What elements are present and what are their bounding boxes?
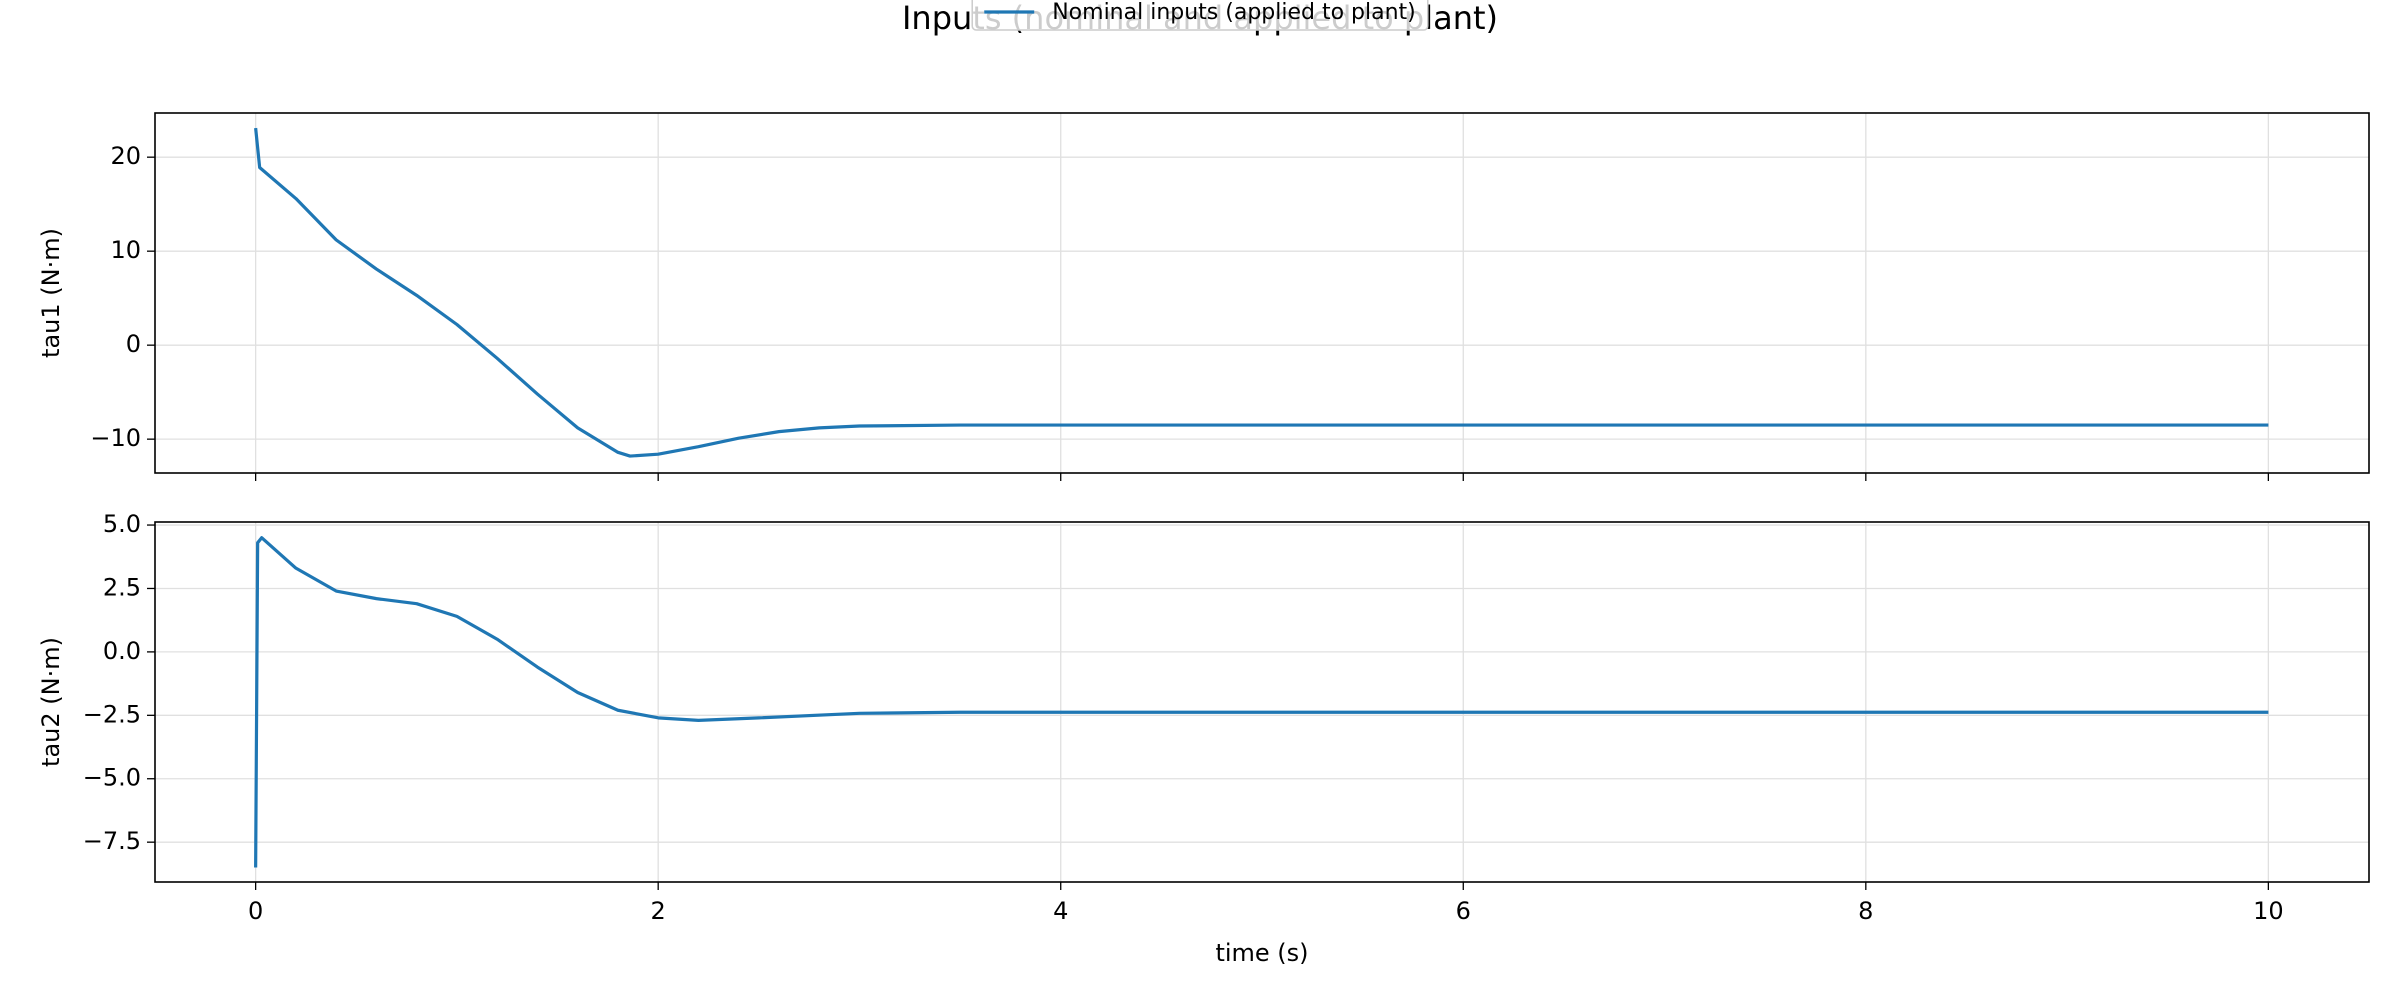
x-tick-label: 8	[1858, 897, 1873, 925]
y-tick-label: −2.5	[83, 700, 141, 728]
y-axis-label: tau2 (N·m)	[37, 637, 65, 767]
legend-label: Nominal inputs (applied to plant)	[1052, 0, 1416, 25]
y-tick-label: 2.5	[103, 573, 141, 601]
y-tick-label: −10	[90, 424, 141, 452]
plot-area	[254, 127, 2269, 458]
x-tick-label: 0	[248, 897, 263, 925]
y-tick-label: 20	[110, 142, 141, 170]
x-axis-label: time (s)	[1215, 939, 1308, 967]
y-tick-label: 0	[126, 330, 141, 358]
x-tick-label: 6	[1456, 897, 1471, 925]
y-axis-label: tau1 (N·m)	[37, 228, 65, 358]
y-tick-label: −7.5	[83, 827, 141, 855]
y-tick-label: −5.0	[83, 764, 141, 792]
x-tick-label: 10	[2253, 897, 2284, 925]
data-line	[254, 536, 2269, 868]
y-tick-label: 10	[110, 236, 141, 264]
plot-area	[254, 536, 2269, 868]
x-tick-label: 4	[1053, 897, 1068, 925]
x-tick-label: 2	[651, 897, 666, 925]
y-tick-label: 5.0	[103, 510, 141, 538]
y-tick-label: 0.0	[103, 637, 141, 665]
axes-frame	[154, 112, 2370, 474]
data-line	[254, 127, 2269, 458]
legend-box	[971, 0, 1429, 31]
legend: Nominal inputs (applied to plant)	[971, 0, 1429, 31]
axes-frame	[154, 521, 2370, 883]
